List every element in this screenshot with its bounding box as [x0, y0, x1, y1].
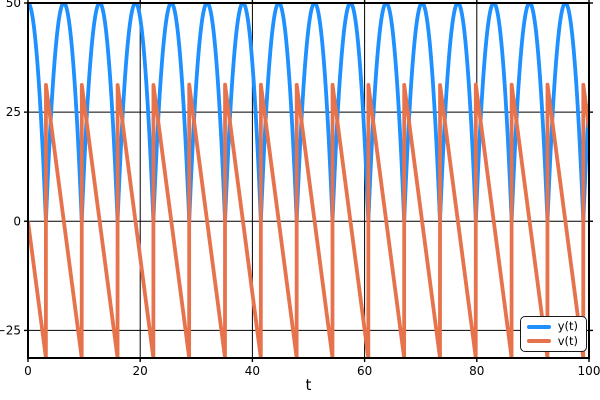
svg-text:25: 25	[6, 105, 21, 119]
legend-label-y: y(t)	[557, 319, 578, 333]
svg-text:0: 0	[24, 364, 32, 378]
legend-line-v-icon	[526, 339, 551, 344]
svg-text:−25: −25	[0, 323, 21, 337]
x-axis-label: t	[305, 376, 312, 394]
svg-text:40: 40	[245, 364, 260, 378]
legend-label-v: v(t)	[557, 333, 578, 348]
svg-text:60: 60	[357, 364, 372, 378]
legend: y(t) v(t)	[519, 316, 587, 352]
svg-text:20: 20	[133, 364, 148, 378]
legend-line-y-icon	[526, 324, 551, 329]
legend-item-v: v(t)	[526, 333, 578, 348]
legend-item-y: y(t)	[526, 319, 578, 333]
svg-text:50: 50	[6, 0, 21, 10]
svg-text:0: 0	[13, 214, 21, 228]
svg-text:80: 80	[469, 364, 484, 378]
svg-text:100: 100	[578, 364, 600, 378]
